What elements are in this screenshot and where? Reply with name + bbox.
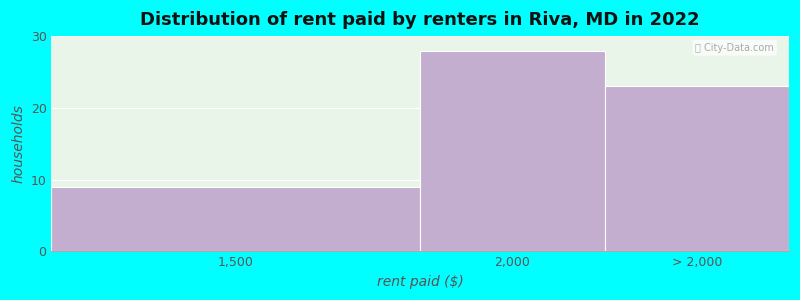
Y-axis label: households: households — [11, 104, 25, 183]
Bar — [51, 187, 420, 251]
Title: Distribution of rent paid by renters in Riva, MD in 2022: Distribution of rent paid by renters in … — [140, 11, 700, 29]
X-axis label: rent paid ($): rent paid ($) — [377, 275, 463, 289]
Bar — [605, 86, 789, 251]
Bar — [420, 51, 605, 251]
Text: ⓘ City-Data.com: ⓘ City-Data.com — [695, 43, 774, 53]
